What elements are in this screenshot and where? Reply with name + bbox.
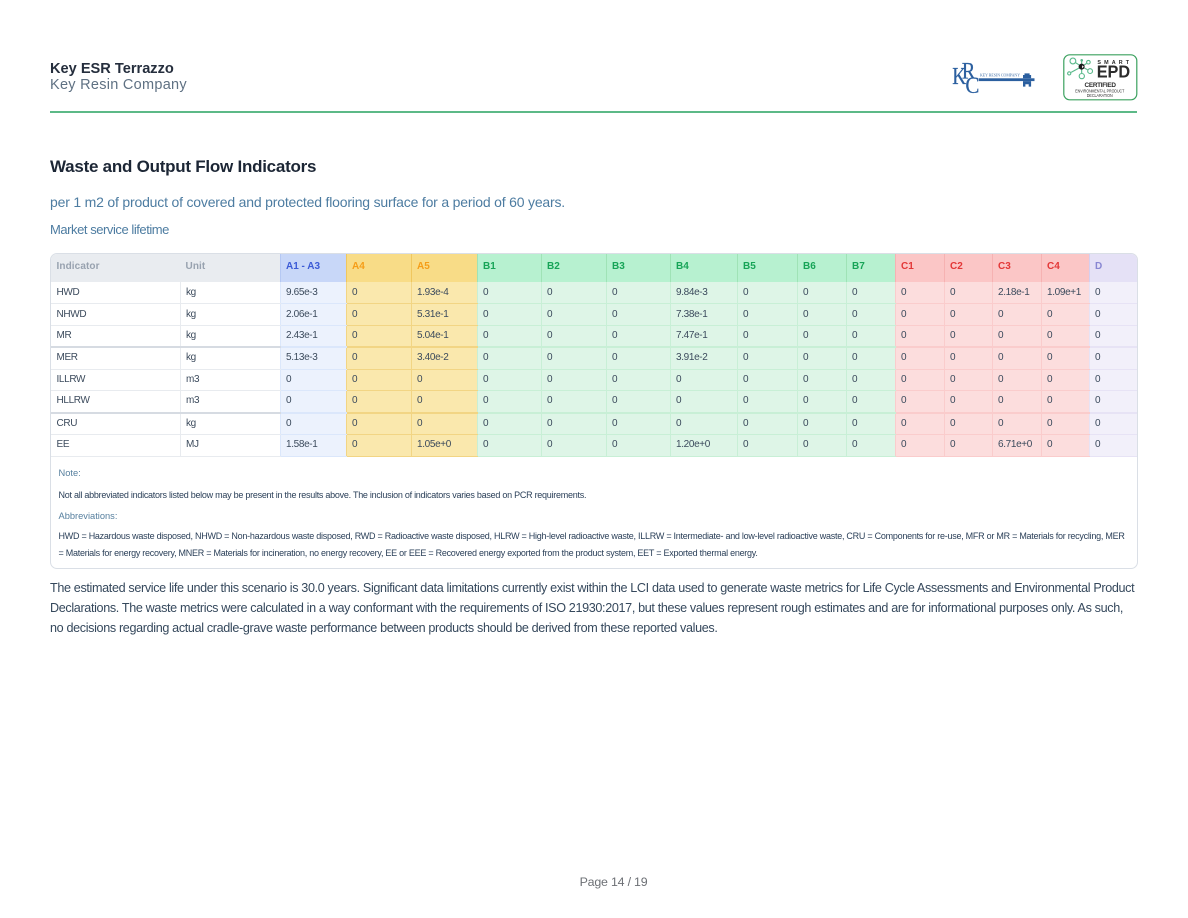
svg-text:KEY RESIN COMPANY: KEY RESIN COMPANY — [980, 72, 1020, 77]
svg-text:K: K — [952, 64, 966, 90]
svg-text:SMART: SMART — [1097, 60, 1129, 66]
svg-text:ENVIRONMENTAL PRODUCT: ENVIRONMENTAL PRODUCT — [1075, 88, 1124, 93]
svg-text:CERTIFIED: CERTIFIED — [1084, 82, 1116, 89]
svg-text:R: R — [962, 60, 976, 83]
svg-text:EPD: EPD — [1096, 61, 1130, 81]
svg-text:C: C — [965, 73, 979, 94]
svg-text:DECLARATION: DECLARATION — [1086, 93, 1112, 98]
